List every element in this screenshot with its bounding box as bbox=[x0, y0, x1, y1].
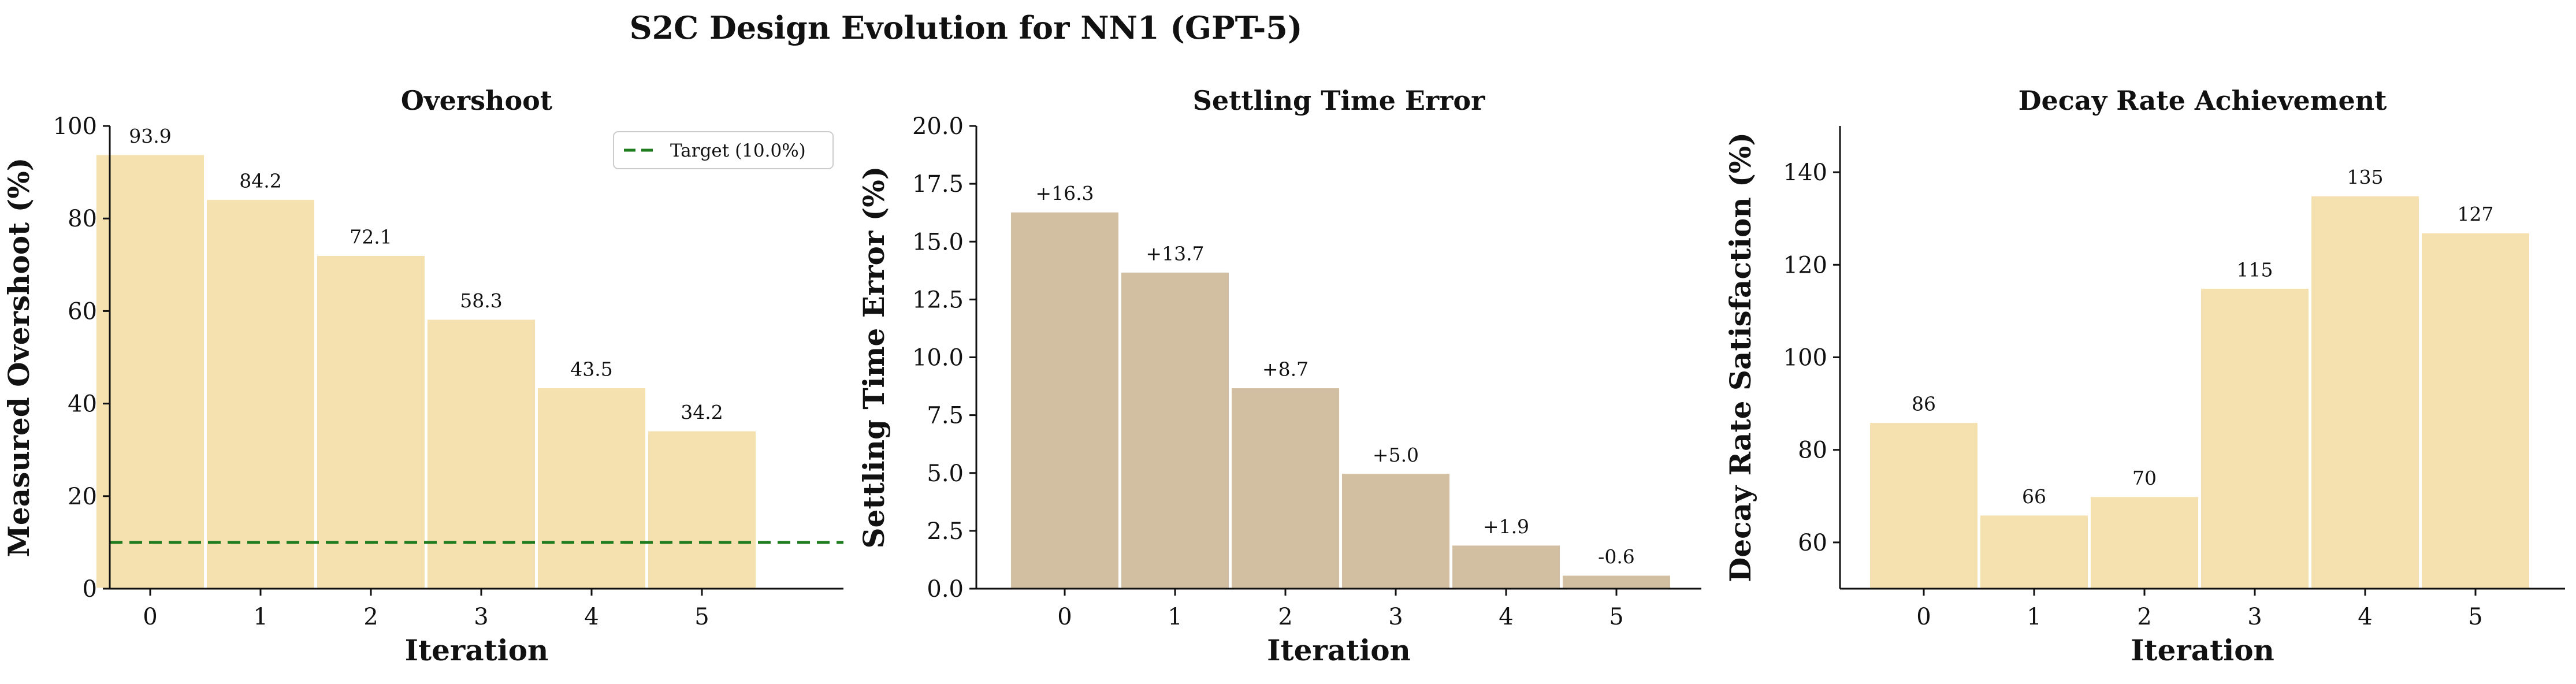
x-tick-label: 0 bbox=[1916, 604, 1931, 630]
y-tick-label: 5.0 bbox=[927, 460, 964, 487]
y-tick-label: 10.0 bbox=[912, 345, 964, 371]
data-label: 43.5 bbox=[570, 358, 612, 381]
chart-panel-1: 93.9 84.2 72.1 58.3 43.5 34.2 Target (10.0%) 0 2… bbox=[2, 85, 843, 667]
bar-2 bbox=[315, 254, 426, 590]
data-label: 72.1 bbox=[350, 225, 392, 248]
x-tick-label: 3 bbox=[1388, 604, 1403, 630]
y-tick-label: 40 bbox=[68, 391, 97, 418]
data-label: 66 bbox=[2022, 485, 2046, 508]
bar-4 bbox=[536, 386, 647, 590]
y-tick-label: 0.0 bbox=[927, 576, 964, 603]
bar-1 bbox=[205, 198, 316, 590]
bar-0 bbox=[1009, 210, 1120, 590]
chart-panel-3: 86 66 70 115 135 127 60 80 100 120 140 0 1 2 3 4 5 Decay … bbox=[1723, 85, 2565, 667]
x-tick-label: 2 bbox=[363, 604, 378, 630]
legend-entry: Target (10.0%) bbox=[670, 140, 806, 161]
y-tick-label: 140 bbox=[1783, 159, 1827, 186]
bar-0 bbox=[1868, 421, 1979, 590]
bar-2 bbox=[2089, 495, 2200, 590]
bar-2 bbox=[1230, 386, 1341, 590]
y-tick-label: 12.5 bbox=[912, 287, 964, 313]
x-tick-label: 5 bbox=[1609, 604, 1623, 630]
data-label: 115 bbox=[2237, 258, 2273, 281]
data-label: 127 bbox=[2458, 203, 2494, 225]
data-label: 84.2 bbox=[239, 170, 281, 192]
data-label: 86 bbox=[1912, 393, 1936, 415]
data-label: 135 bbox=[2347, 166, 2384, 188]
bar-3 bbox=[2199, 287, 2310, 590]
data-label: 70 bbox=[2132, 467, 2157, 489]
bar-1 bbox=[1979, 514, 2090, 590]
data-label: +16.3 bbox=[1035, 182, 1094, 205]
y-tick-label: 120 bbox=[1783, 252, 1827, 278]
legend-box bbox=[613, 131, 834, 169]
x-tick-label: 2 bbox=[2137, 604, 2151, 630]
bar-5 bbox=[2420, 231, 2531, 590]
bar-5 bbox=[646, 429, 757, 590]
y-tick-label: 2.5 bbox=[927, 518, 964, 545]
x-tick-label: 3 bbox=[474, 604, 488, 630]
y-tick-label: 80 bbox=[1798, 437, 1827, 464]
y-tick-label: 7.5 bbox=[927, 403, 964, 429]
bar-5 bbox=[1561, 574, 1672, 590]
y-tick-label: 17.5 bbox=[912, 171, 964, 198]
y-tick-label: 20.0 bbox=[912, 113, 964, 140]
y-tick-label: 80 bbox=[68, 206, 97, 232]
bar-3 bbox=[426, 318, 537, 590]
data-label: +5.0 bbox=[1373, 444, 1419, 466]
x-axis-title: Iteration bbox=[2131, 633, 2274, 667]
x-tick-label: 0 bbox=[1057, 604, 1072, 630]
figure-suptitle: S2C Design Evolution for NN1 (GPT-5) bbox=[630, 9, 1303, 46]
y-axis-title: Measured Overshoot (%) bbox=[2, 158, 36, 557]
x-tick-label: 0 bbox=[143, 604, 157, 630]
panel-title: Overshoot bbox=[401, 85, 553, 116]
x-tick-label: 1 bbox=[1168, 604, 1182, 630]
y-tick-label: 20 bbox=[68, 484, 97, 510]
y-tick-label: 0 bbox=[83, 576, 97, 603]
x-tick-label: 3 bbox=[2247, 604, 2262, 630]
x-tick-label: 5 bbox=[694, 604, 709, 630]
data-label: -0.6 bbox=[1598, 545, 1635, 568]
x-tick-label: 1 bbox=[253, 604, 267, 630]
x-tick-label: 4 bbox=[1499, 604, 1513, 630]
x-tick-label: 4 bbox=[584, 604, 599, 630]
y-tick-label: 100 bbox=[1783, 345, 1827, 371]
panel-title: Settling Time Error bbox=[1193, 85, 1485, 116]
y-tick-label: 60 bbox=[68, 298, 97, 325]
x-tick-label: 5 bbox=[2468, 604, 2482, 630]
x-tick-label: 1 bbox=[2027, 604, 2041, 630]
data-label: 58.3 bbox=[460, 289, 502, 312]
bar-0 bbox=[95, 153, 206, 590]
y-tick-label: 15.0 bbox=[912, 229, 964, 255]
data-label: +13.7 bbox=[1146, 242, 1204, 265]
x-tick-label: 2 bbox=[1278, 604, 1292, 630]
y-tick-label: 100 bbox=[53, 113, 97, 140]
bar-4 bbox=[2310, 194, 2421, 590]
chart-panel-2: +16.3+13.7+8.7+5.0+1.9-0.60.02.55.07.510… bbox=[857, 85, 1701, 667]
data-label: 34.2 bbox=[681, 401, 723, 423]
x-axis-title: Iteration bbox=[405, 633, 549, 667]
y-axis-title: Decay Rate Satisfaction (%) bbox=[1723, 132, 1757, 582]
data-label: +8.7 bbox=[1262, 358, 1309, 381]
bar-1 bbox=[1120, 270, 1231, 590]
data-label: +1.9 bbox=[1483, 515, 1529, 538]
y-axis-title: Settling Time Error (%) bbox=[857, 166, 891, 549]
bar-4 bbox=[1451, 544, 1562, 590]
y-tick-label: 60 bbox=[1798, 530, 1827, 556]
panel-title: Decay Rate Achievement bbox=[2019, 85, 2388, 116]
data-label: 93.9 bbox=[129, 125, 171, 147]
x-tick-label: 4 bbox=[2358, 604, 2372, 630]
x-axis-title: Iteration bbox=[1267, 633, 1411, 667]
bar-3 bbox=[1340, 472, 1451, 590]
